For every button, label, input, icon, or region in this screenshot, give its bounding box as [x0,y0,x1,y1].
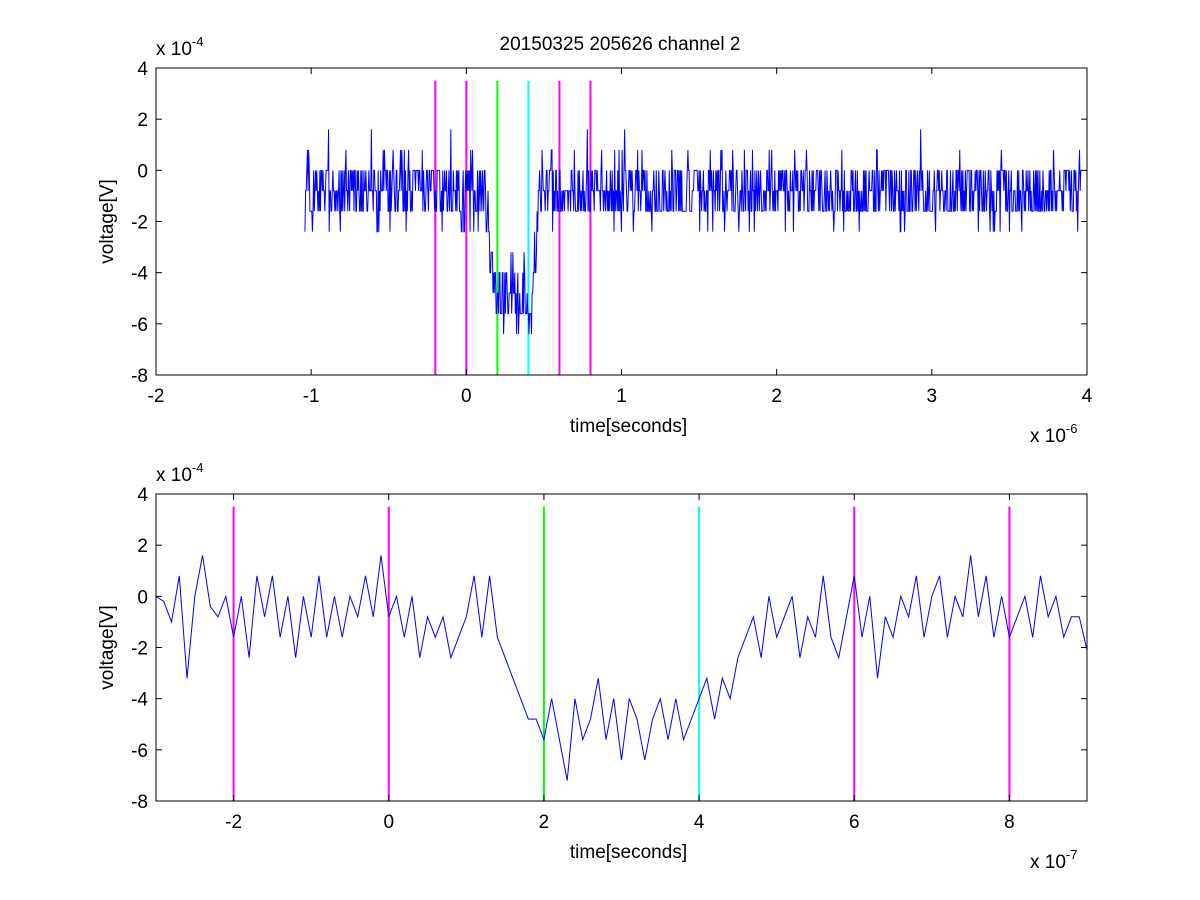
top-marker-lines [434,80,592,375]
bottom-x-tick-label-5: 6 [849,812,860,833]
bottom-marker-lines [232,506,1011,801]
bottom-data-line-group [155,555,1088,781]
top-y-tick-label-6: 2 [137,110,148,131]
bottom-x-tick-label-3: 2 [539,812,550,833]
top-x-tick-label-2: -1 [303,386,320,407]
top-data-line-1 [304,129,1082,335]
top-x-tick-label-1: -2 [148,386,165,407]
bottom-x-tick-label-6: 8 [1004,812,1015,833]
top-x-axis-label: time[seconds] [570,416,687,437]
bottom-y-axis-label: voltage[V] [97,605,118,690]
bottom-y-tick-label-3: -4 [131,690,148,711]
bottom-y-exponent-power: -4 [192,460,204,475]
top-x-exponent-power: -6 [1066,421,1078,436]
top-y-tick-label-2: -6 [131,315,148,336]
top-x-tick-label-7: 4 [1082,386,1093,407]
bottom-subplot: -2 0 2 4 6 8 -8 -6 -4 -2 0 2 4 time[seconds] voltag… [97,460,1088,873]
bottom-y-tick-label-1: -8 [131,792,148,813]
top-y-exponent-power: -4 [192,34,204,49]
bottom-x-tick-label-2: 0 [383,812,394,833]
top-x-tick-label-4: 1 [616,386,627,407]
top-y-tick-label-4: -2 [131,213,148,234]
top-subplot: -2 -1 0 1 2 3 4 -8 -6 -4 -2 0 2 4 time[seconds] volt… [97,34,1093,447]
figure-title: 20150325 205626 channel 2 [500,34,741,55]
top-x-exponent-base: x 10 [1030,426,1066,447]
top-y-exponent-base: x 10 [156,39,192,60]
top-x-exponent: x 10-6 [1030,421,1077,447]
bottom-data-line-1 [155,555,1088,781]
bottom-y-tick-label-5: 0 [137,587,148,608]
bottom-x-tick-label-1: -2 [225,812,242,833]
bottom-x-exponent-base: x 10 [1030,852,1066,873]
bottom-x-axis-label: time[seconds] [570,842,687,863]
bottom-y-exponent: x 10-4 [156,460,203,486]
top-x-tick-label-6: 3 [927,386,938,407]
bottom-y-tick-label-7: 4 [137,485,148,506]
top-y-exponent: x 10-4 [156,34,203,60]
top-data-line-group [304,129,1082,335]
top-y-tick-label-7: 4 [137,59,148,80]
bottom-y-tick-label-6: 2 [137,536,148,557]
bottom-axes-box [155,493,1088,802]
bottom-y-exponent-base: x 10 [156,465,192,486]
top-x-ticks: -2 -1 0 1 2 3 4 [148,68,1093,407]
top-y-tick-label-3: -4 [131,264,148,285]
bottom-y-tick-label-4: -2 [131,639,148,660]
bottom-y-ticks: -8 -6 -4 -2 0 2 4 [131,485,1087,813]
bottom-x-exponent-power: -7 [1066,847,1078,862]
top-x-tick-label-5: 2 [771,386,782,407]
bottom-x-exponent: x 10-7 [1030,847,1077,873]
top-x-tick-label-3: 0 [461,386,472,407]
top-y-tick-label-5: 0 [137,161,148,182]
bottom-y-tick-label-2: -6 [131,741,148,762]
bottom-x-tick-label-4: 4 [694,812,705,833]
top-y-axis-label: voltage[V] [97,179,118,264]
top-y-ticks: -8 -6 -4 -2 0 2 4 [131,59,1087,387]
bottom-x-ticks: -2 0 2 4 6 8 [225,494,1015,833]
top-y-tick-label-1: -8 [131,366,148,387]
